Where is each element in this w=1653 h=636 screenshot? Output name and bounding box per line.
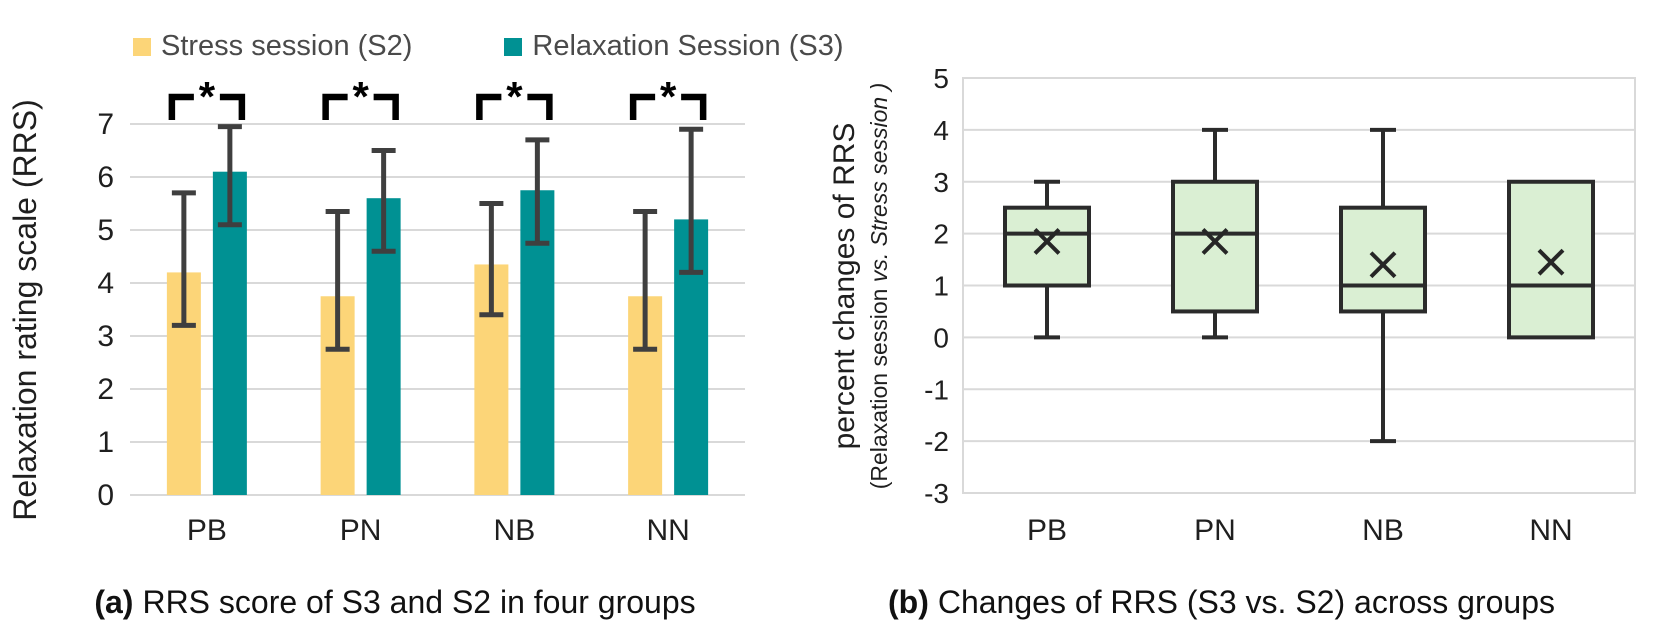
caption-a: (a) RRS score of S3 and S2 in four groups <box>0 584 790 628</box>
mean-marker-NB <box>1369 251 1397 279</box>
error-bar-stress-NB <box>479 201 504 318</box>
y-axis-subtitle: (Relaxation session vs. Stress session ) <box>866 83 892 490</box>
stress-session-swatch-icon <box>133 37 151 56</box>
y-tick-label-4: 4 <box>97 267 114 300</box>
y-tick-label-0: 0 <box>933 322 949 353</box>
y-tick-label-6: 6 <box>97 161 114 194</box>
caption-a-tag: (a) <box>94 584 134 620</box>
y-tick-label--2: -2 <box>924 426 949 457</box>
y-tick-label-3: 3 <box>97 320 114 353</box>
mean-marker-PN <box>1201 227 1229 255</box>
y-tick-label--3: -3 <box>924 478 949 509</box>
significance-bracket-NN: * <box>629 73 707 120</box>
significance-star-PB: * <box>199 73 216 120</box>
y-tick-label-5: 5 <box>97 214 114 247</box>
significance-star-NB: * <box>506 73 523 120</box>
x-tick-label-NN: NN <box>1529 514 1572 547</box>
legend: Stress session (S2) Relaxation Session (… <box>133 30 844 63</box>
box-NN <box>1507 179 1595 340</box>
y-tick-label-2: 2 <box>97 373 114 406</box>
legend-label-relaxation-session: Relaxation Session (S3) <box>532 30 844 62</box>
legend-item-stress-session: Stress session (S2) <box>133 30 412 63</box>
y-axis-title: Relaxation rating scale (RRS) <box>7 99 43 521</box>
bar-chart-rrs: 0 1 2 3 4 5 6 7 Relaxation rating scale (RRS) * PB… <box>7 73 745 547</box>
y-tick-label-2: 2 <box>933 219 949 250</box>
error-bar-stress-NN <box>633 208 658 352</box>
legend-label-stress-session: Stress session (S2) <box>161 30 413 62</box>
error-bar-relaxation-PN <box>371 148 396 254</box>
error-bar-relaxation-PB <box>217 124 242 228</box>
x-tick-label-NB: NB <box>1362 514 1404 547</box>
x-tick-label-NN: NN <box>646 514 689 547</box>
significance-bracket-PN: * <box>322 73 399 120</box>
box-PB <box>1003 179 1091 340</box>
mean-marker-NN <box>1537 248 1565 276</box>
x-tick-label-NB: NB <box>494 514 536 547</box>
box-PN <box>1171 127 1259 340</box>
y-tick-label-1: 1 <box>933 271 949 302</box>
legend-item-relaxation-session: Relaxation Session (S3) <box>504 30 844 63</box>
x-tick-label-PB: PB <box>1027 514 1067 547</box>
y-axis-subtitle-italic: vs. Stress session ) <box>866 83 892 282</box>
y-axis-subtitle-regular: (Relaxation session <box>866 282 892 489</box>
relaxation-session-swatch-icon <box>504 37 523 56</box>
caption-a-text: RRS score of S3 and S2 in four groups <box>142 584 696 620</box>
y-tick-label-5: 5 <box>933 63 949 94</box>
y-tick-label-7: 7 <box>97 108 114 141</box>
error-bar-stress-PN <box>325 208 350 352</box>
x-tick-label-PN: PN <box>340 514 382 547</box>
significance-bracket-PB: * <box>168 73 246 120</box>
box-NB <box>1339 127 1427 444</box>
mean-marker-PB <box>1033 227 1061 255</box>
y-tick-label-1: 1 <box>97 426 114 459</box>
x-tick-label-PB: PB <box>187 514 227 547</box>
caption-b-text: Changes of RRS (S3 vs. S2) across groups <box>937 584 1555 620</box>
x-tick-label-PN: PN <box>1194 514 1236 547</box>
significance-bracket-NB: * <box>476 73 553 120</box>
significance-star-PN: * <box>352 73 369 120</box>
error-bar-stress-PB <box>171 190 196 328</box>
y-tick-label-3: 3 <box>933 167 949 198</box>
y-tick-label-4: 4 <box>933 115 949 146</box>
y-axis-title: percent changes of RRS <box>828 123 861 450</box>
caption-b-tag: (b) <box>887 584 929 620</box>
significance-star-NN: * <box>660 73 677 120</box>
caption-b: (b) Changes of RRS (S3 vs. S2) across gro… <box>790 584 1653 628</box>
error-bar-relaxation-NB <box>525 137 550 246</box>
box-plot-rrs-change: 5 4 3 2 1 0 -1 -2 -3 percent changes of RRS (Relax… <box>828 63 1636 547</box>
error-bar-relaxation-NN <box>679 126 704 275</box>
y-tick-label--1: -1 <box>924 374 949 405</box>
y-tick-label-0: 0 <box>97 479 114 512</box>
